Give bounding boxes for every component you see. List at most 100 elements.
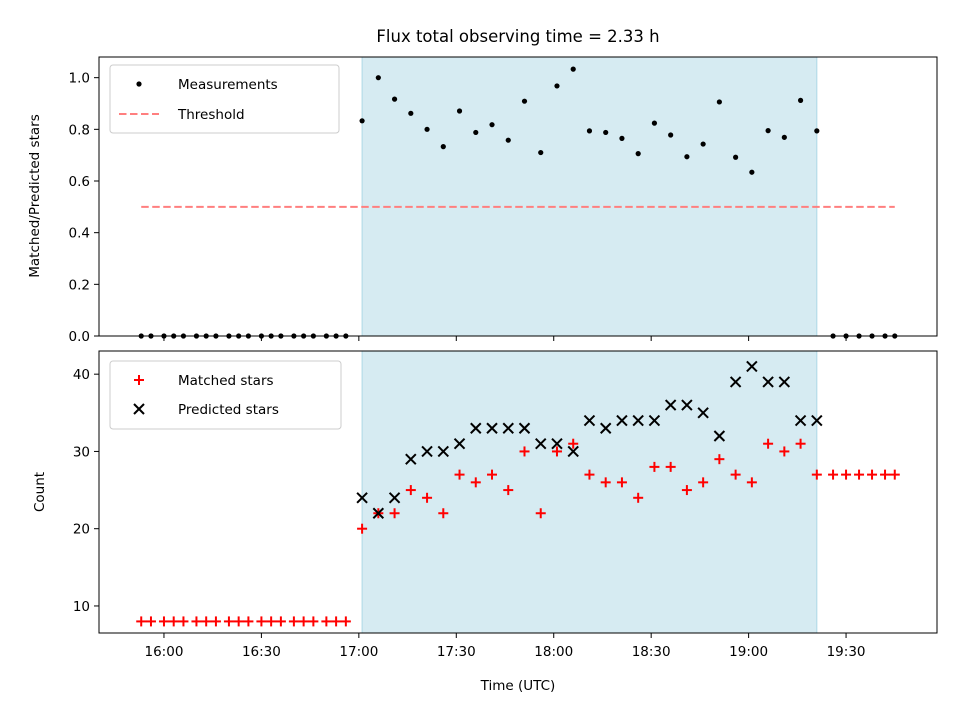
bottom-axes-frame bbox=[98, 350, 938, 634]
matched-star-point bbox=[405, 485, 416, 496]
bottom-legend-box bbox=[109, 360, 342, 430]
predicted-star-point bbox=[697, 407, 709, 419]
x-tick-label: 17:30 bbox=[437, 644, 476, 660]
matched-star-point bbox=[470, 477, 481, 488]
predicted-star-point bbox=[778, 376, 791, 388]
matched-star-point bbox=[321, 616, 332, 627]
top-y-tick-label: 1.0 bbox=[69, 71, 90, 87]
matched-star-point bbox=[568, 438, 579, 449]
matched-star-point bbox=[889, 469, 900, 480]
legend-measurements-marker bbox=[136, 81, 142, 87]
top-window-span bbox=[361, 56, 818, 337]
matched-star-point bbox=[779, 446, 790, 457]
top-y-axis-label: Matched/Predicted stars bbox=[27, 114, 43, 277]
matched-star-point bbox=[519, 446, 530, 457]
matched-star-point bbox=[178, 616, 189, 627]
predicted-star-point bbox=[567, 445, 579, 458]
top-y-ticks: 0.0 0.2 0.4 0.6 0.8 1.0 bbox=[69, 71, 99, 345]
matched-star-point bbox=[422, 492, 433, 503]
matched-star-point bbox=[681, 485, 692, 496]
x-tick-label: 19:00 bbox=[729, 644, 768, 660]
matched-star-point bbox=[828, 469, 839, 480]
measurement-point bbox=[456, 108, 463, 114]
bottom-observing-window bbox=[361, 350, 818, 634]
legend-matched-marker bbox=[134, 375, 144, 385]
matched-star-point bbox=[503, 485, 514, 496]
bottom-y-tick-label: 40 bbox=[73, 367, 90, 383]
measurement-point bbox=[619, 135, 625, 141]
top-y-tick-label: 0.6 bbox=[69, 174, 90, 190]
measurement-point bbox=[586, 128, 593, 134]
bottom-legend: Matched stars Predicted stars bbox=[109, 360, 342, 430]
measurement-point bbox=[733, 154, 739, 160]
matched-star-point bbox=[145, 616, 156, 627]
bottom-window-span bbox=[361, 350, 818, 634]
predicted-star-point bbox=[356, 492, 368, 504]
matched-star-point bbox=[633, 492, 644, 503]
predicted-star-point bbox=[664, 399, 677, 411]
measurement-point bbox=[765, 128, 771, 134]
matched-star-point bbox=[243, 616, 254, 627]
x-tick-label: 16:30 bbox=[242, 644, 281, 660]
measurement-point bbox=[635, 151, 641, 157]
matched-star-point bbox=[551, 446, 562, 457]
measurement-point bbox=[781, 134, 787, 140]
matched-star-point bbox=[158, 616, 169, 627]
matched-star-point bbox=[867, 469, 878, 480]
matched-star-point bbox=[168, 616, 179, 627]
matched-star-point bbox=[275, 616, 286, 627]
measurement-point bbox=[375, 75, 381, 81]
measurement-point bbox=[570, 66, 576, 72]
matched-star-point bbox=[880, 469, 891, 480]
x-axis-label: Time (UTC) bbox=[480, 678, 556, 694]
chart-title: Flux total observing time = 2.33 h bbox=[376, 27, 659, 46]
matched-star-point bbox=[665, 461, 676, 472]
matched-star-points bbox=[136, 438, 900, 627]
predicted-star-point bbox=[372, 507, 385, 519]
top-observing-window bbox=[361, 56, 818, 337]
predicted-star-points bbox=[356, 360, 823, 519]
legend-threshold-label: Threshold bbox=[177, 107, 245, 123]
matched-star-point bbox=[649, 461, 660, 472]
measurement-point bbox=[440, 144, 446, 150]
measurement-point bbox=[651, 120, 658, 126]
x-tick-label: 17:00 bbox=[339, 644, 378, 660]
measurement-point bbox=[603, 129, 609, 136]
matched-star-point bbox=[210, 616, 221, 627]
x-tick-label: 19:30 bbox=[827, 644, 866, 660]
x-tick-label: 18:30 bbox=[632, 644, 671, 660]
measurement-point bbox=[716, 99, 722, 105]
matched-star-point bbox=[811, 469, 822, 480]
top-y-tick-label: 0.0 bbox=[69, 329, 90, 345]
measurement-point bbox=[700, 141, 706, 147]
measurement-points bbox=[138, 66, 898, 339]
measurement-point bbox=[473, 129, 479, 136]
predicted-star-point bbox=[681, 399, 693, 411]
legend-matched-label: Matched stars bbox=[178, 373, 274, 389]
top-panel: 0.0 0.2 0.4 0.6 0.8 1.0 Matched/Predicted sta… bbox=[27, 56, 938, 345]
matched-star-point bbox=[854, 469, 865, 480]
predicted-star-point bbox=[648, 414, 661, 427]
matched-star-point bbox=[616, 477, 627, 488]
predicted-star-point bbox=[616, 414, 628, 427]
matched-star-point bbox=[698, 477, 709, 488]
measurement-point bbox=[797, 97, 804, 103]
predicted-star-point bbox=[535, 438, 547, 450]
matched-star-point bbox=[266, 616, 277, 627]
measurement-point bbox=[814, 128, 820, 134]
predicted-star-point bbox=[713, 430, 726, 442]
predicted-star-point bbox=[470, 422, 482, 434]
measurement-point bbox=[749, 169, 755, 175]
matched-star-point bbox=[288, 616, 299, 627]
matched-star-point bbox=[331, 616, 342, 627]
matched-star-point bbox=[584, 469, 595, 480]
matched-star-point bbox=[389, 508, 400, 519]
legend-measurements-label: Measurements bbox=[178, 77, 278, 93]
matched-star-point bbox=[535, 508, 546, 519]
predicted-star-point bbox=[518, 422, 531, 434]
predicted-star-point bbox=[811, 414, 823, 427]
measurement-point bbox=[359, 118, 365, 124]
matched-star-point bbox=[763, 438, 774, 449]
matched-star-point bbox=[454, 469, 465, 480]
predicted-star-point bbox=[599, 422, 612, 434]
